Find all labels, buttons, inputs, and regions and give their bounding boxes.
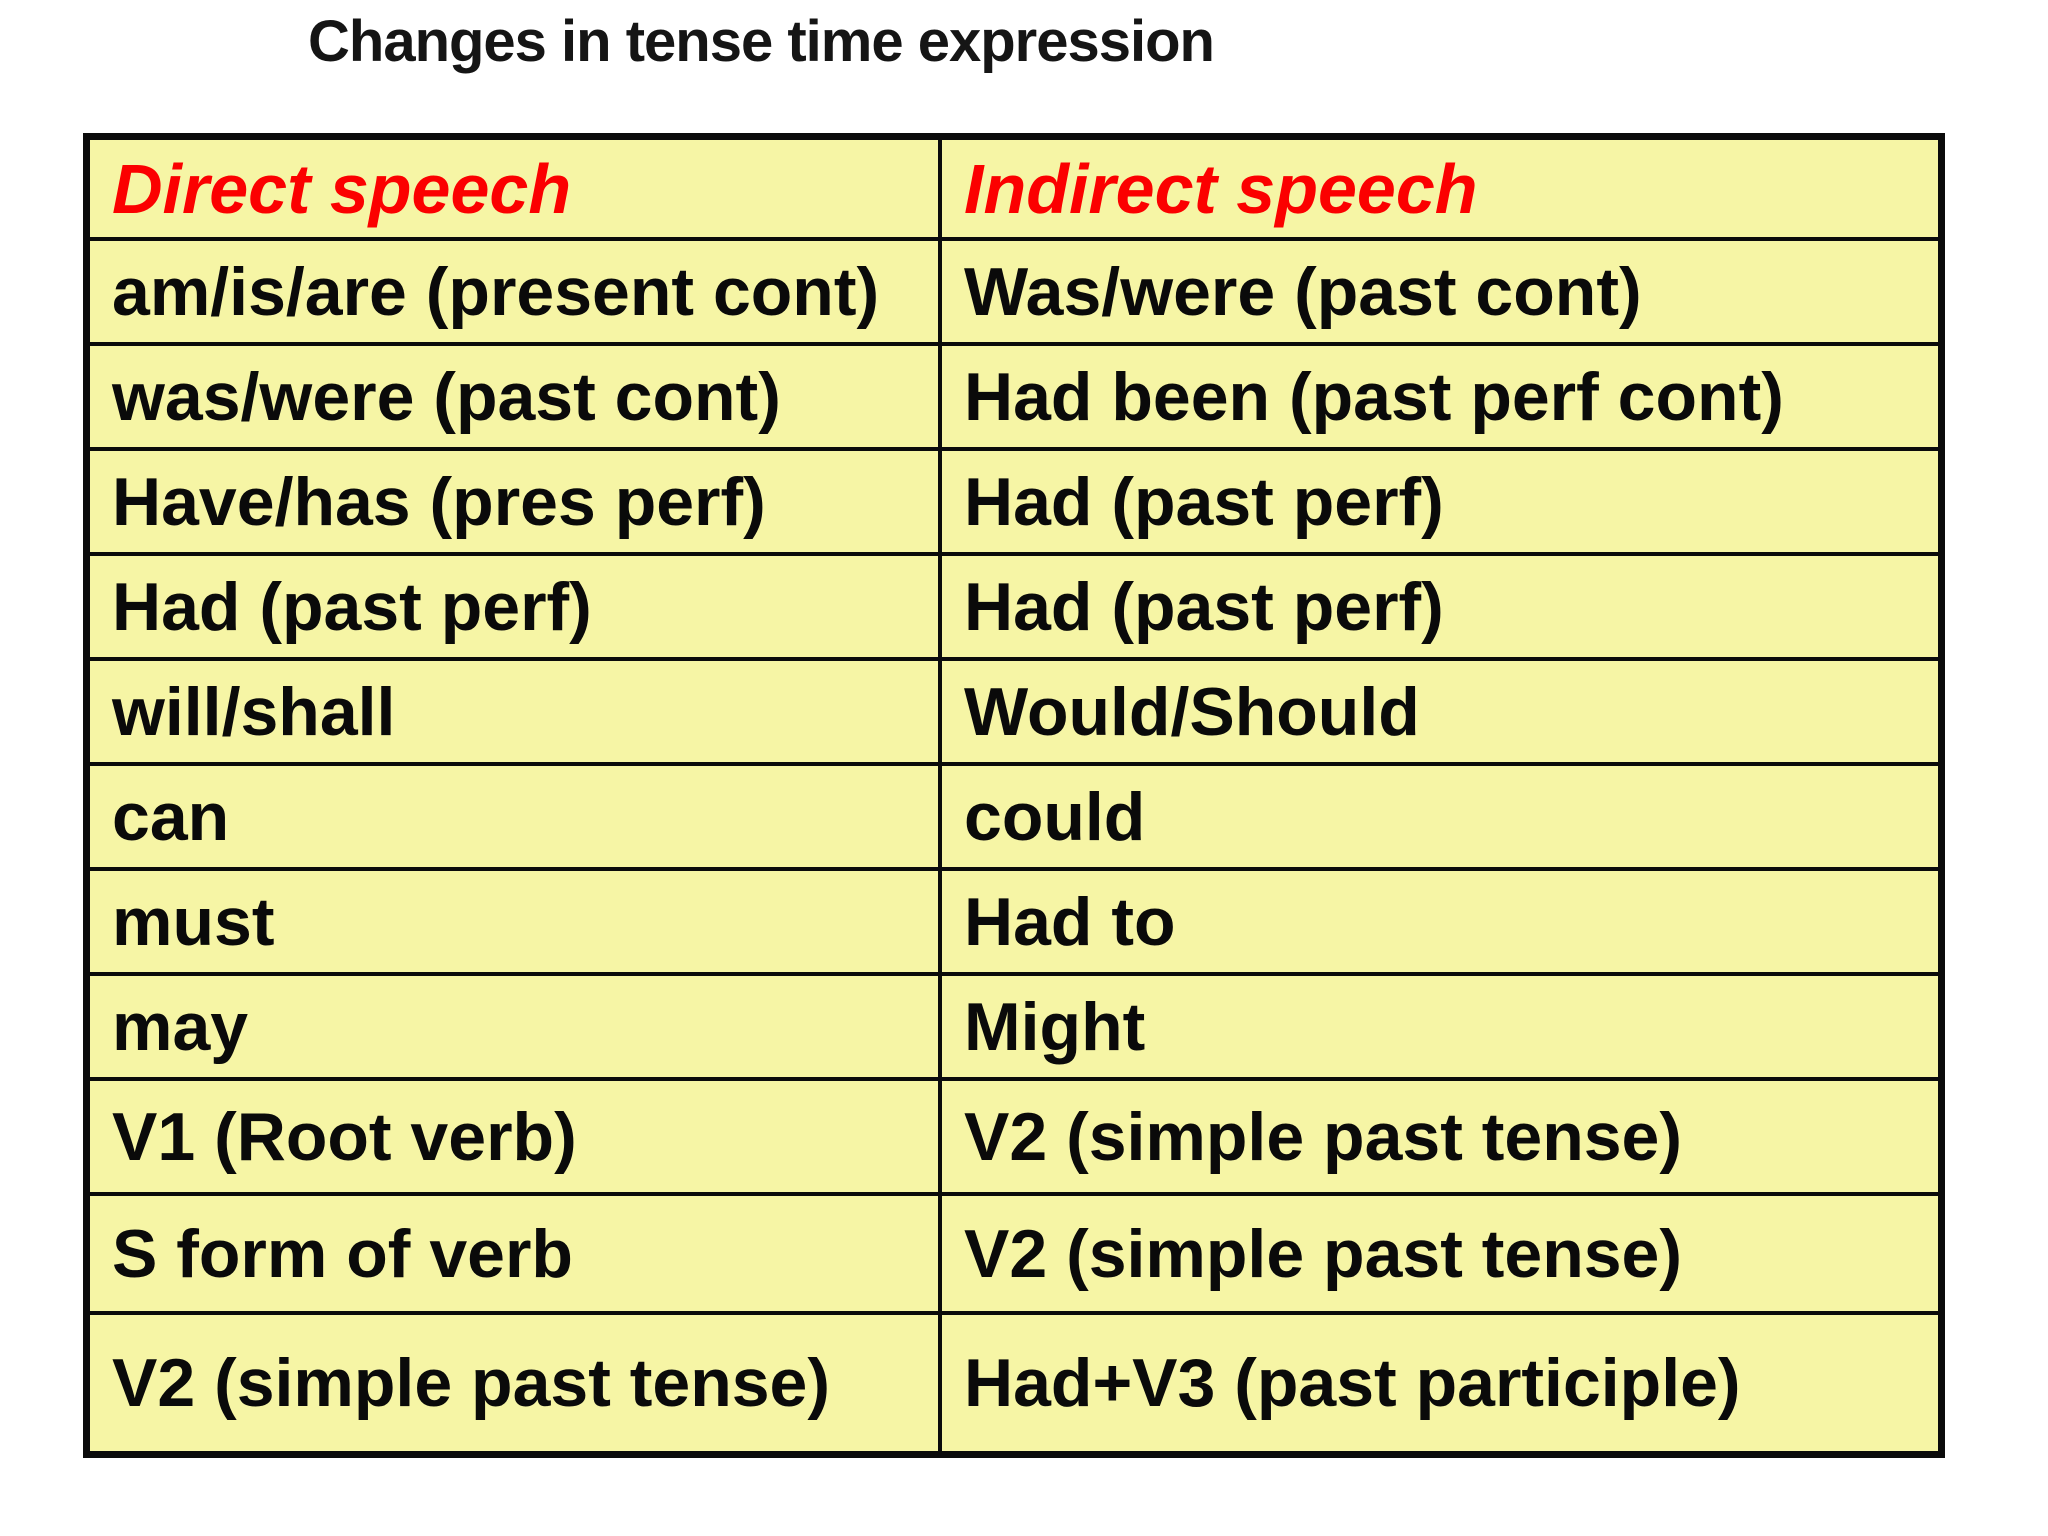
table-row: may Might bbox=[90, 972, 1938, 1077]
table-row: S form of verb V2 (simple past tense) bbox=[90, 1192, 1938, 1311]
tense-conversion-table: Direct speech Indirect speech am/is/are … bbox=[83, 133, 1945, 1458]
table-row: V2 (simple past tense) Had+V3 (past part… bbox=[90, 1311, 1938, 1451]
direct-speech-cell: was/were (past cont) bbox=[90, 346, 942, 447]
indirect-speech-cell: Might bbox=[942, 976, 1938, 1077]
direct-speech-cell: V2 (simple past tense) bbox=[90, 1315, 942, 1451]
table-row: will/shall Would/Should bbox=[90, 657, 1938, 762]
indirect-speech-cell: V2 (simple past tense) bbox=[942, 1196, 1938, 1311]
indirect-speech-cell: Had+V3 (past participle) bbox=[942, 1315, 1938, 1451]
direct-speech-cell: must bbox=[90, 871, 942, 972]
direct-speech-cell: will/shall bbox=[90, 661, 942, 762]
table-row: was/were (past cont) Had been (past perf… bbox=[90, 342, 1938, 447]
table-row: Had (past perf) Had (past perf) bbox=[90, 552, 1938, 657]
direct-speech-cell: Have/has (pres perf) bbox=[90, 451, 942, 552]
indirect-speech-cell: Was/were (past cont) bbox=[942, 241, 1938, 342]
table-row: can could bbox=[90, 762, 1938, 867]
indirect-speech-cell: Had been (past perf cont) bbox=[942, 346, 1938, 447]
table-row: must Had to bbox=[90, 867, 1938, 972]
indirect-speech-cell: could bbox=[942, 766, 1938, 867]
page-title: Changes in tense time expression bbox=[308, 9, 1215, 74]
indirect-speech-cell: Would/Should bbox=[942, 661, 1938, 762]
column-header-indirect-speech: Indirect speech bbox=[942, 140, 1938, 237]
direct-speech-cell: am/is/are (present cont) bbox=[90, 241, 942, 342]
indirect-speech-cell: Had (past perf) bbox=[942, 451, 1938, 552]
direct-speech-cell: may bbox=[90, 976, 942, 1077]
indirect-speech-cell: Had (past perf) bbox=[942, 556, 1938, 657]
direct-speech-cell: can bbox=[90, 766, 942, 867]
indirect-speech-cell: Had to bbox=[942, 871, 1938, 972]
table-row: am/is/are (present cont) Was/were (past … bbox=[90, 237, 1938, 342]
table-row: Have/has (pres perf) Had (past perf) bbox=[90, 447, 1938, 552]
indirect-speech-cell: V2 (simple past tense) bbox=[942, 1081, 1938, 1192]
direct-speech-cell: V1 (Root verb) bbox=[90, 1081, 942, 1192]
table-row: V1 (Root verb) V2 (simple past tense) bbox=[90, 1077, 1938, 1192]
table-header-row: Direct speech Indirect speech bbox=[90, 140, 1938, 237]
column-header-direct-speech: Direct speech bbox=[90, 140, 942, 237]
direct-speech-cell: Had (past perf) bbox=[90, 556, 942, 657]
direct-speech-cell: S form of verb bbox=[90, 1196, 942, 1311]
